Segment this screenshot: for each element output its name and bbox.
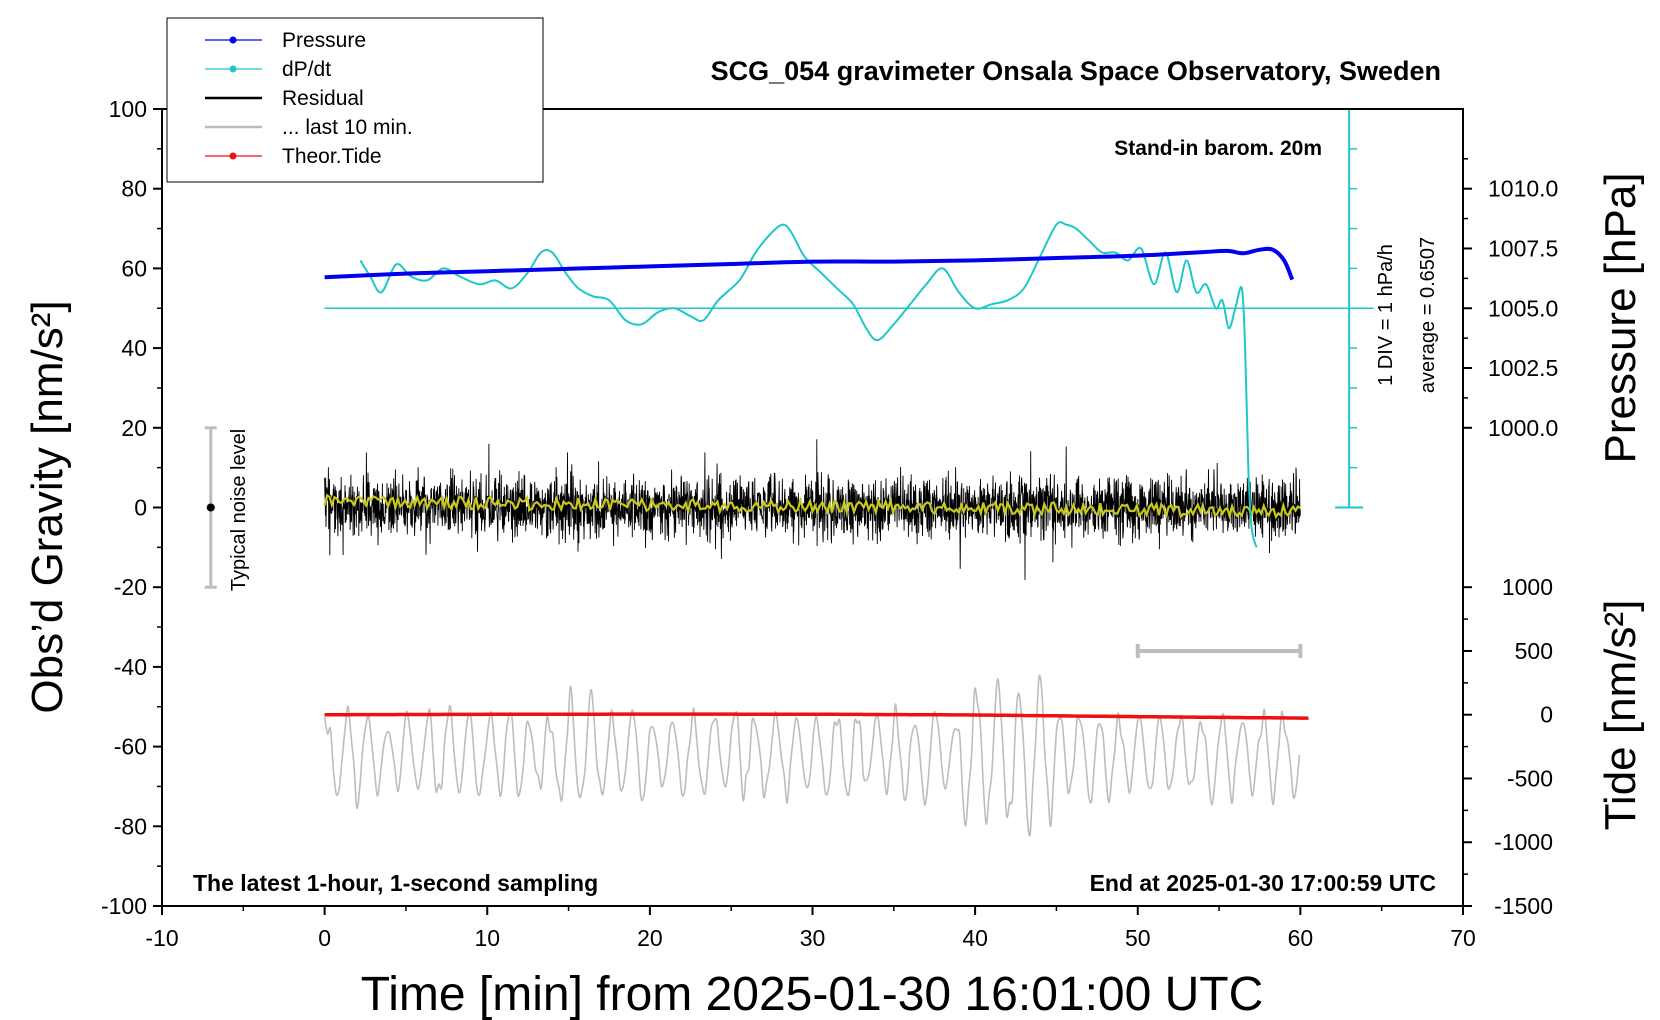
y-tick-label: -60 [114,734,147,760]
y-tick-label: 40 [121,335,147,361]
y-axis-label-left: Obs’d Gravity [nm/s²] [23,300,72,713]
tide-tick-label: -500 [1507,765,1553,791]
pressure-tick-label: 1002.5 [1488,355,1558,381]
latest-label: The latest 1-hour, 1-second sampling [193,870,598,896]
legend-marker-theor_tide [229,152,237,160]
y-tick-label: 80 [121,176,147,202]
legend-label-residual: Residual [282,87,364,110]
stand-in-label: Stand-in barom. 20m [1114,137,1322,160]
y-tick-label: 0 [134,495,147,521]
axes-layer: -10 0 10 20 30 40 50 60 70-100-80-60-40-20020406… [101,96,1558,951]
y-axis-label-pressure: Pressure [hPa] [1596,172,1645,463]
tide-tick-label: -1000 [1494,829,1553,855]
tide-tick-label: -1500 [1494,893,1553,919]
x-tick-label: -10 [145,925,178,951]
y-tick-label: -20 [114,574,147,600]
x-tick-label: 20 [637,925,663,951]
legend-marker-pressure [229,36,237,44]
pressure-tick-label: 1007.5 [1488,235,1558,261]
x-tick-label: 60 [1288,925,1314,951]
residual-line [324,439,1301,581]
x-tick-label: 30 [800,925,826,951]
x-axis-label: Time [min] from 2025-01-30 16:01:00 UTC [361,968,1264,1020]
noise-level-label: Typical noise level [228,429,250,591]
residual-smoothed-line [323,493,1301,520]
y-tick-label: 20 [121,415,147,441]
legend: Pressure dP/dt Residual ... last 10 min. The… [166,17,544,183]
dpdt-line [359,221,1258,548]
x-tick-label: 10 [474,925,500,951]
y-tick-label: -80 [114,813,147,839]
noise-level-dot [206,503,215,512]
legend-label-pressure: Pressure [282,29,366,52]
tide-tick-label: 1000 [1502,574,1553,600]
legend-label-last10: ... last 10 min. [282,116,413,139]
tide-tick-label: 500 [1515,638,1553,664]
y-tick-label: 60 [121,255,147,281]
x-tick-label: 50 [1125,925,1151,951]
legend-label-dpdt: dP/dt [282,58,331,81]
dpdt-average-label: average = 0.6507 [1417,237,1439,393]
end-at-label: End at 2025-01-30 17:00:59 UTC [1090,870,1436,896]
pressure-line [324,246,1295,281]
x-tick-label: 70 [1450,925,1476,951]
y-axis-label-tide: Tide [nm/s²] [1596,600,1645,831]
chart-title: SCG_054 gravimeter Onsala Space Observat… [711,56,1441,86]
x-tick-label: 0 [318,925,331,951]
legend-box [166,17,544,183]
legend-marker-dpdt [229,65,237,73]
y-tick-label: 100 [109,96,147,122]
x-tick-label: 40 [962,925,988,951]
legend-label-theor_tide: Theor.Tide [282,145,382,168]
y-tick-label: -100 [101,893,147,919]
pressure-tick-label: 1005.0 [1488,295,1558,321]
y-tick-label: -40 [114,654,147,680]
dpdt-scale-label: 1 DIV = 1 hPa/h [1375,244,1397,386]
pressure-tick-label: 1010.0 [1488,176,1558,202]
pressure-tick-label: 1000.0 [1488,415,1558,441]
last-10-min-line [323,674,1301,837]
tide-tick-label: 0 [1540,702,1553,728]
theor-tide-line [324,712,1309,720]
plot-layer [204,108,1374,837]
